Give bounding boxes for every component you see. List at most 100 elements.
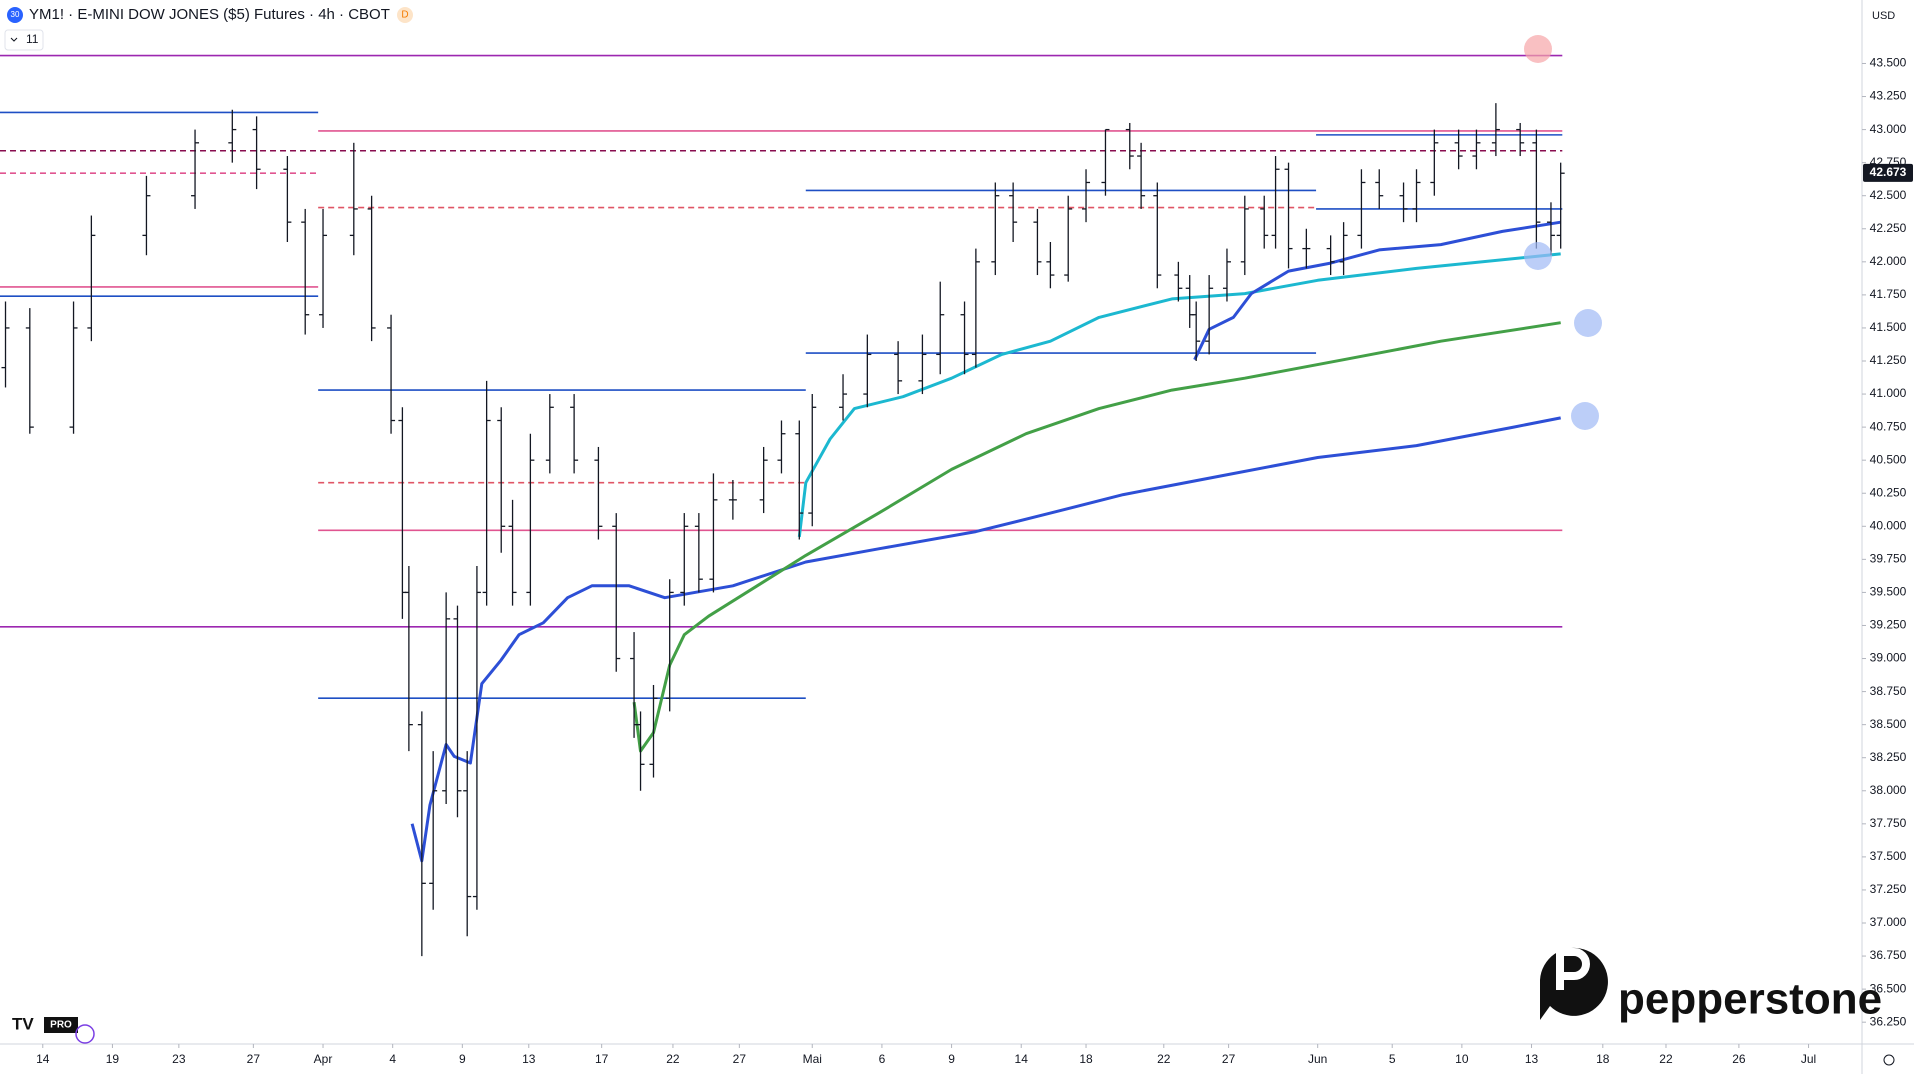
x-tick-label: 27 [1222, 1052, 1236, 1066]
ohlc-bar [228, 109, 237, 163]
ohlc-bar [612, 513, 621, 672]
tv-pro-bg [44, 1017, 78, 1033]
x-tick-label: 22 [1157, 1052, 1171, 1066]
x-tick-label: 9 [459, 1052, 466, 1066]
tv-logo: TV [12, 1014, 34, 1033]
ohlc-bar [680, 513, 689, 606]
ohlc-bar [497, 407, 506, 553]
ohlc-bar [665, 579, 674, 712]
plot-area [0, 54, 1565, 957]
nav-button[interactable] [75, 1024, 95, 1044]
y-tick-label: 41.250 [1870, 353, 1907, 367]
ohlc-bar [777, 420, 786, 474]
ohlc-bar [971, 248, 980, 368]
x-tick-label: 23 [172, 1052, 186, 1066]
currency[interactable]: USD [1872, 10, 1895, 22]
x-tick-label: 26 [1732, 1052, 1746, 1066]
ohlc-bar [649, 684, 658, 778]
ohlc-bar [960, 301, 969, 375]
y-tick-label: 36.750 [1870, 948, 1907, 962]
ohlc-bar [808, 394, 817, 527]
ohlc-bar [1339, 222, 1348, 276]
tv-pro-badge: PRO [50, 1020, 72, 1031]
badge[interactable]: D [401, 10, 408, 21]
ohlc-bar [728, 480, 737, 520]
ohlc-bar [526, 433, 535, 606]
ohlc-bar [1556, 162, 1565, 249]
ohlc-bar [1472, 129, 1481, 170]
pepperstone-icon-p [1556, 948, 1590, 990]
ohlc-bar [1357, 169, 1366, 249]
x-tick-label: 4 [389, 1052, 396, 1066]
ohlc-bar [1064, 195, 1073, 282]
ohlc-bar [142, 175, 151, 256]
settings-button[interactable] [1883, 1054, 1895, 1066]
ma-line [410, 416, 1561, 863]
ohlc-bar [1454, 129, 1463, 170]
ma-line [1193, 220, 1561, 361]
ohlc-bar [1101, 128, 1110, 196]
ohlc-bar [387, 314, 396, 434]
x-tick-label: Mai [803, 1052, 822, 1066]
ohlc-bar [991, 182, 1000, 276]
x-tick-label: Jun [1308, 1052, 1327, 1066]
ohlc-bar [301, 208, 310, 335]
y-tick-label: 38.250 [1870, 750, 1907, 764]
ohlc-bar [283, 156, 292, 242]
ohlc-bar [1399, 182, 1408, 223]
y-tick-label: 42.500 [1870, 188, 1907, 202]
ohlc-bar [1137, 142, 1146, 209]
ohlc-bar [1326, 235, 1335, 276]
y-tick-label: 39.750 [1870, 552, 1907, 566]
ohlc-bar [1532, 129, 1541, 249]
ohlc-bar [1412, 169, 1421, 223]
badge-bg [397, 7, 413, 23]
ohlc-bar [1125, 122, 1134, 170]
ohlc-bar [918, 334, 927, 395]
ohlc-bar [367, 195, 376, 342]
indicators-count[interactable]: 11 [26, 32, 39, 46]
y-tick-label: 39.250 [1870, 618, 1907, 632]
ohlc-bar [404, 565, 413, 752]
ohlc-bar [69, 301, 78, 434]
ohlc-bar [1153, 182, 1162, 289]
x-tick-label: Apr [314, 1052, 333, 1066]
symbol-title[interactable]: YM1! · E-MINI DOW JONES ($5) Futures · 4… [29, 6, 390, 23]
ohlc-bar [545, 394, 554, 474]
y-tick-label: 40.000 [1870, 518, 1907, 532]
y-tick-label: 40.250 [1870, 485, 1907, 499]
last-price-box [1863, 163, 1913, 182]
ohlc-bar [349, 142, 358, 256]
ohlc-bar [1375, 169, 1384, 209]
ohlc-bar [1205, 275, 1214, 355]
y-tick-label: 41.750 [1870, 287, 1907, 301]
ohlc-bar [25, 308, 34, 434]
x-tick-label: 9 [948, 1052, 955, 1066]
ohlc-bar [1082, 169, 1091, 223]
y-tick-label: 38.500 [1870, 717, 1907, 731]
y-tick-label: 37.000 [1870, 915, 1907, 929]
ohlc-bar [453, 605, 462, 818]
ohlc-bar [429, 751, 438, 910]
marker-circle [1571, 402, 1599, 430]
ohlc-bar [482, 380, 491, 606]
y-tick-label: 41.500 [1870, 320, 1907, 334]
x-tick-label: 6 [879, 1052, 886, 1066]
indicators-toggle[interactable] [4, 29, 44, 51]
y-tick-label: 39.000 [1870, 651, 1907, 665]
ohlc-bar [1516, 122, 1525, 157]
ohlc-bar [508, 499, 517, 606]
x-tick-label: 10 [1455, 1052, 1469, 1066]
y-tick-label: 37.500 [1870, 849, 1907, 863]
ohlc-bar [570, 394, 579, 474]
marker-circle [1574, 309, 1602, 337]
ohlc-bar [417, 711, 426, 957]
chevron [10, 37, 18, 42]
x-tick-label: 5 [1389, 1052, 1396, 1066]
y-tick-label: 43.500 [1870, 56, 1907, 70]
y-tick-label: 43.000 [1870, 122, 1907, 136]
ohlc-bar [1240, 195, 1249, 276]
ohlc-bar [1046, 241, 1055, 289]
ohlc-bar [1546, 202, 1555, 256]
x-tick-label: 18 [1079, 1052, 1093, 1066]
